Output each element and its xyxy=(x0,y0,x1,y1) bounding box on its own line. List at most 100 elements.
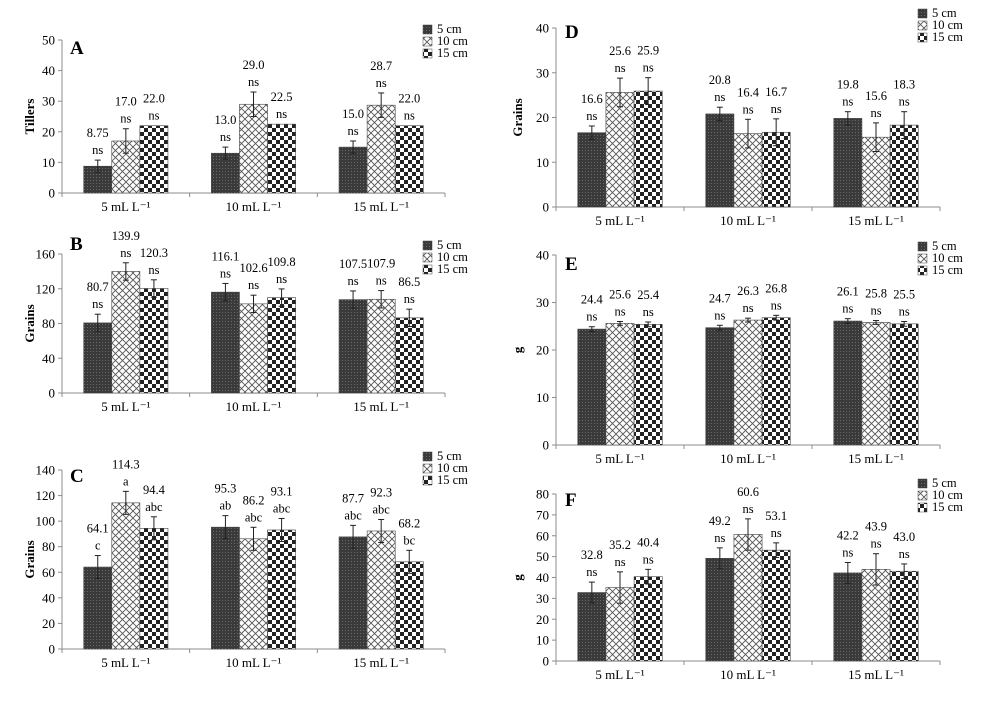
data-label: 49.2 xyxy=(709,514,731,528)
legend-swatch xyxy=(917,253,928,264)
y-axis-label: g xyxy=(510,346,525,353)
y-tick-label: 0 xyxy=(543,438,550,453)
bar xyxy=(889,570,919,662)
y-tick-label: 100 xyxy=(36,514,56,529)
panel-letter: A xyxy=(70,38,84,59)
data-label: 43.9 xyxy=(865,520,887,534)
x-tick-label: 5 mL L⁻¹ xyxy=(101,655,150,670)
bar xyxy=(338,536,368,650)
bar xyxy=(338,299,368,394)
data-label: 25.6 xyxy=(609,44,631,58)
data-label: 15.0 xyxy=(342,107,364,121)
significance-letter: ns xyxy=(899,305,910,319)
significance-letter: ns xyxy=(376,274,387,288)
x-tick-label: 10 mL L⁻¹ xyxy=(226,655,282,670)
bar xyxy=(394,561,424,650)
significance-letter: ns xyxy=(404,109,415,123)
legend-swatch xyxy=(917,478,928,489)
y-tick-label: 10 xyxy=(536,633,549,648)
bar xyxy=(761,549,791,662)
significance-letter: ns xyxy=(643,61,654,75)
bar xyxy=(111,502,141,650)
legend-entry: 10 cm xyxy=(932,251,963,265)
x-tick-label: 5 mL L⁻¹ xyxy=(595,213,644,228)
significance-letter: ns xyxy=(870,304,881,318)
significance-letter: ns xyxy=(643,305,654,319)
significance-letter: ns xyxy=(899,547,910,561)
data-label: 68.2 xyxy=(398,516,420,530)
x-tick-label: 10 mL L⁻¹ xyxy=(226,199,282,214)
bar xyxy=(577,592,607,662)
significance-letter: ns xyxy=(870,537,881,551)
data-label: 86.2 xyxy=(243,493,265,507)
y-tick-label: 0 xyxy=(49,386,56,401)
significance-letter: ns xyxy=(92,143,103,157)
bar xyxy=(267,297,296,394)
bar xyxy=(239,538,268,650)
data-label: 13.0 xyxy=(214,113,236,127)
data-label: 25.6 xyxy=(609,288,631,302)
bar xyxy=(633,576,663,662)
y-tick-label: 0 xyxy=(543,200,550,215)
significance-letter: ns xyxy=(248,278,259,292)
y-tick-label: 120 xyxy=(36,281,56,296)
data-label: 109.8 xyxy=(268,255,296,269)
bar xyxy=(705,113,735,208)
significance-letter: ns xyxy=(771,526,782,540)
significance-letter: c xyxy=(95,539,101,553)
significance-letter: ns xyxy=(714,308,725,322)
bar xyxy=(239,103,268,194)
data-label: 92.3 xyxy=(370,485,392,499)
significance-letter: ns xyxy=(714,90,725,104)
bar xyxy=(267,529,296,650)
data-label: 24.7 xyxy=(709,291,731,305)
legend-swatch xyxy=(917,241,928,252)
significance-letter: ns xyxy=(614,305,625,319)
significance-letter: abc xyxy=(145,500,163,514)
bar xyxy=(394,317,424,394)
x-tick-label: 5 mL L⁻¹ xyxy=(595,451,644,466)
legend-swatch xyxy=(422,48,433,59)
y-tick-label: 10 xyxy=(536,390,549,405)
significance-letter: ns xyxy=(376,76,387,90)
data-label: 26.8 xyxy=(765,281,787,295)
data-label: 18.3 xyxy=(893,78,915,92)
y-tick-label: 10 xyxy=(42,155,55,170)
bar xyxy=(83,566,113,650)
bar xyxy=(889,323,919,446)
bar xyxy=(705,327,735,446)
legend-entry: 15 cm xyxy=(932,263,963,277)
bar xyxy=(733,319,763,446)
y-tick-label: 0 xyxy=(543,654,550,669)
data-label: 16.4 xyxy=(737,85,760,99)
y-tick-label: 0 xyxy=(49,186,56,201)
data-label: 28.7 xyxy=(370,59,392,73)
bar xyxy=(83,322,113,394)
significance-letter: ns xyxy=(220,130,231,144)
data-label: 114.3 xyxy=(112,457,140,471)
significance-letter: ns xyxy=(120,246,131,260)
data-label: 22.0 xyxy=(398,92,420,106)
legend-swatch xyxy=(917,502,928,513)
y-axis-label: Grains xyxy=(510,98,525,136)
data-label: 60.6 xyxy=(737,485,759,499)
legend-swatch xyxy=(422,475,433,486)
bar xyxy=(139,288,169,394)
bar xyxy=(761,317,791,446)
data-label: 20.8 xyxy=(709,73,731,87)
y-tick-label: 20 xyxy=(42,616,55,631)
data-label: 120.3 xyxy=(140,246,168,260)
y-tick-label: 20 xyxy=(42,124,55,139)
data-label: 80.7 xyxy=(87,280,109,294)
significance-letter: ns xyxy=(614,61,625,75)
significance-letter: bc xyxy=(403,533,415,547)
data-label: 102.6 xyxy=(239,261,267,275)
x-tick-label: 15 mL L⁻¹ xyxy=(353,655,409,670)
bar xyxy=(577,132,607,208)
chart-panel-E: 0 10 20 30 40 g E 5 mL L⁻¹ ns 24.4 ns 25.6 ns 25.4 10 … xyxy=(510,239,963,466)
significance-letter: ns xyxy=(276,107,287,121)
y-tick-label: 70 xyxy=(536,507,549,522)
legend-entry: 15 cm xyxy=(932,30,963,44)
bar xyxy=(394,125,424,194)
data-label: 25.9 xyxy=(637,44,659,58)
